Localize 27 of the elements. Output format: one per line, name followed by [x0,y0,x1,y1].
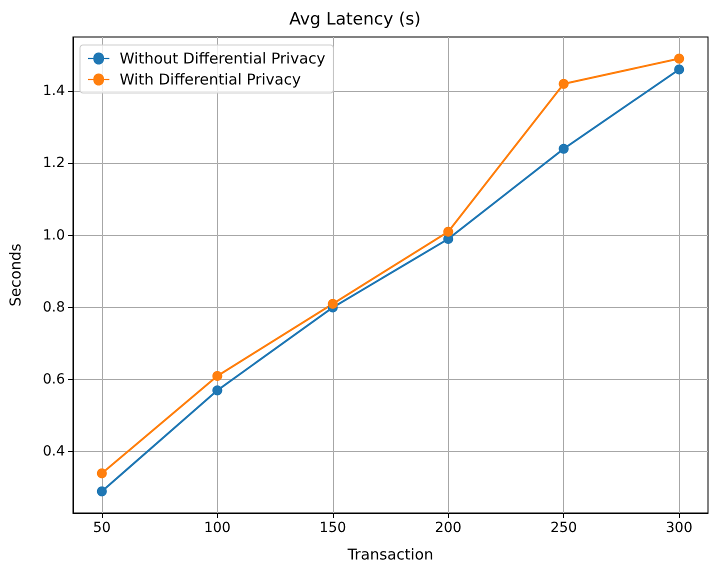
x-tick-label: 100 [204,520,231,536]
x-tick-label: 250 [550,520,578,536]
point [674,54,684,64]
y-tick-label: 1.2 [42,155,65,172]
legend-label: With Differential Privacy [120,70,301,88]
y-axis-title: Seconds [6,243,24,307]
x-tick-label: 50 [92,520,111,536]
point [96,468,107,478]
y-tick-label: 0.4 [42,444,66,460]
y-tick-label: 1.0 [42,227,65,244]
x-tick-label: 150 [319,520,346,536]
point [212,385,222,396]
y-tick-label: 1.4 [42,83,66,100]
legend-label: Without Differential Privacy [120,50,326,68]
y-tick-label: 0.8 [42,299,65,316]
point [328,298,338,309]
point [212,370,222,381]
point [96,486,107,496]
x-tick-label: 300 [666,520,693,536]
x-axis-title: Transaction [346,546,434,564]
y-tick-label: 0.6 [42,372,66,388]
point [443,226,454,237]
point [558,78,569,89]
point [558,144,569,154]
chart-title: Avg Latency (s) [289,10,421,30]
point [674,64,684,74]
x-tick-label: 200 [434,520,462,536]
